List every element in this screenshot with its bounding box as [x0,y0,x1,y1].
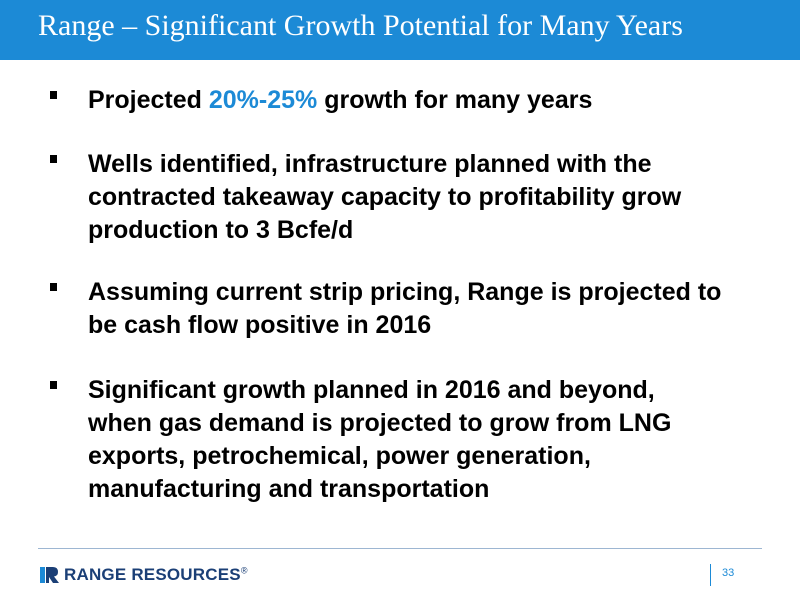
bullet-line: when gas demand is projected to grow fro… [88,409,672,437]
bullet-text: Wells identified, infrastructure planned… [88,148,778,247]
bullet-line: contracted takeaway capacity to profitab… [88,183,682,211]
highlighted-growth-range: 20%-25% [208,86,318,114]
range-resources-logo: RANGE RESOURCES® [40,564,248,586]
bullet-line: exports, petrochemical, power generation… [88,442,591,470]
bullet-text-part: Projected [88,86,209,114]
logo-text: RANGE RESOURCES [64,565,241,584]
registered-mark: ® [240,565,248,576]
logo-wordmark: RANGE RESOURCES® [64,565,248,585]
bullet-line: production to 3 Bcfe/d [88,216,354,244]
bullet-text: Projected 20%-25% growth for many years [88,84,778,117]
square-bullet-icon [50,283,57,291]
bullet-line: be cash flow positive in 2016 [88,311,432,339]
bullet-text: Significant growth planned in 2016 and b… [88,374,778,506]
range-logo-icon [40,567,59,583]
bullet-line: Assuming current strip pricing, Range is… [88,278,722,306]
footer-divider [38,548,762,549]
bullet-text-part: growth for many years [317,86,593,114]
page-number-divider [710,564,711,586]
bullet-line: Significant growth planned in 2016 and b… [88,376,655,404]
title-bar: Range – Significant Growth Potential for… [0,0,800,60]
page-number: 33 [722,567,735,579]
slide-title: Range – Significant Growth Potential for… [38,9,683,42]
bullet-text: Assuming current strip pricing, Range is… [88,276,778,342]
bullet-line: manufacturing and transportation [88,475,490,503]
square-bullet-icon [50,155,57,163]
bullet-line: Wells identified, infrastructure planned… [88,150,652,178]
square-bullet-icon [50,91,57,99]
square-bullet-icon [50,381,57,389]
